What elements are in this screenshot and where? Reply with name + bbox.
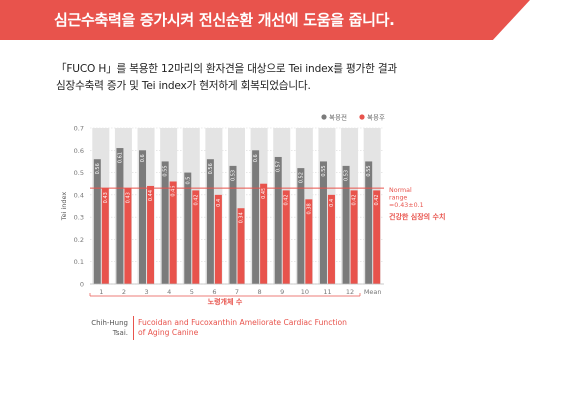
bar-after xyxy=(350,190,358,284)
y-tick-label: 0.2 xyxy=(74,236,84,244)
bar-after xyxy=(237,208,245,284)
healthy-heart-annotation: 건강한 심장의 수치 xyxy=(389,212,445,221)
bar-after xyxy=(214,194,222,284)
y-axis-title: Tei index xyxy=(60,192,68,222)
data-label-before: 0.56 xyxy=(208,163,214,174)
bar-after xyxy=(192,190,200,284)
x-tick-label: 8 xyxy=(258,288,262,296)
bar-before xyxy=(139,150,147,284)
x-tick-label: 12 xyxy=(346,288,354,296)
bar-after xyxy=(101,188,109,284)
y-tick-label: 0 xyxy=(80,281,84,289)
bar-before xyxy=(184,172,192,284)
x-tick-label: Mean xyxy=(364,288,382,296)
legend-label-after: 복용후 xyxy=(367,114,385,122)
data-label-before: 0.55 xyxy=(321,165,327,176)
x-tick-label: 1 xyxy=(99,288,103,296)
data-label-before: 0.6 xyxy=(253,154,259,162)
y-tick-label: 0.4 xyxy=(74,191,84,199)
data-label-after: 0.46 xyxy=(171,185,177,196)
normal-range-label: range xyxy=(389,195,407,202)
citation-title: Fucoidan and Fucoxanthin Ameliorate Card… xyxy=(138,318,347,338)
data-label-before: 0.53 xyxy=(344,170,350,181)
x-axis-title: 노령개체 수 xyxy=(208,297,243,306)
data-label-before: 0.55 xyxy=(163,165,169,176)
bar-after xyxy=(282,190,290,284)
legend-swatch-before xyxy=(321,114,327,120)
x-tick-label: 3 xyxy=(144,288,148,296)
x-tick-label: 7 xyxy=(235,288,239,296)
bar-after xyxy=(305,199,313,284)
bar-before xyxy=(252,150,260,284)
bar-before xyxy=(161,161,169,284)
citation-title-line-2: of Aging Canine xyxy=(138,328,199,337)
bar-before xyxy=(93,159,101,284)
bar-before xyxy=(365,161,373,284)
data-label-after: 0.4 xyxy=(216,199,222,207)
data-label-before: 0.53 xyxy=(231,170,237,181)
intro-text: 「FUCO H」를 복용한 12마리의 환자견을 대상으로 Tei index를… xyxy=(56,61,397,95)
bar-before xyxy=(229,165,237,284)
bar-after xyxy=(147,185,155,284)
citation-author: Chih-Hung Tsai. xyxy=(88,318,128,338)
data-label-after: 0.42 xyxy=(284,194,290,205)
data-label-after: 0.42 xyxy=(352,194,358,205)
y-tick-label: 0.6 xyxy=(74,147,84,155)
data-label-after: 0.43 xyxy=(125,192,131,203)
bar-before xyxy=(319,161,327,284)
bar-before xyxy=(116,148,124,284)
banner-title: 심근수축력을 증가시켜 전신순환 개선에 도움을 줍니다. xyxy=(54,11,395,29)
data-label-before: 0.5 xyxy=(185,177,191,185)
data-label-before: 0.55 xyxy=(366,165,372,176)
x-tick-label: 9 xyxy=(280,288,284,296)
x-tick-label: 4 xyxy=(167,288,171,296)
y-tick-label: 0.1 xyxy=(74,258,84,266)
x-tick-label: 2 xyxy=(122,288,126,296)
normal-range-label: Normal xyxy=(389,187,412,194)
bar-before xyxy=(297,168,305,284)
x-tick-label: 5 xyxy=(190,288,194,296)
normal-range-label: =0.43±0.1 xyxy=(389,202,424,209)
data-label-after: 0.43 xyxy=(103,192,109,203)
y-tick-label: 0.3 xyxy=(74,214,84,222)
y-tick-label: 0.5 xyxy=(74,169,84,177)
data-label-after: 0.42 xyxy=(193,194,199,205)
y-tick-label: 0.7 xyxy=(74,125,84,133)
bar-after xyxy=(373,190,381,284)
bar-after xyxy=(169,181,177,284)
data-label-after: 0.42 xyxy=(374,194,380,205)
bar-before xyxy=(274,156,282,284)
data-label-after: 0.38 xyxy=(306,203,312,214)
bar-after xyxy=(260,183,268,284)
data-label-after: 0.4 xyxy=(329,199,335,207)
data-label-before: 0.61 xyxy=(117,152,123,163)
data-label-before: 0.52 xyxy=(298,172,304,183)
x-tick-label: 10 xyxy=(301,288,309,296)
citation-divider xyxy=(133,316,134,340)
x-tick-label: 11 xyxy=(323,288,331,296)
legend-swatch-after xyxy=(359,114,365,120)
data-label-after: 0.34 xyxy=(239,212,245,223)
data-label-before: 0.6 xyxy=(140,154,146,162)
intro-line-2: 심장수축력 증가 및 Tei index가 현저하게 회복되었습니다. xyxy=(56,80,311,92)
bar-after xyxy=(124,188,132,284)
data-label-after: 0.45 xyxy=(261,188,267,199)
citation-title-line-1: Fucoidan and Fucoxanthin Ameliorate Card… xyxy=(138,318,347,327)
intro-line-1: 「FUCO H」를 복용한 12마리의 환자견을 대상으로 Tei index를… xyxy=(56,63,397,75)
data-label-before: 0.56 xyxy=(95,163,101,174)
citation-author-line-2: Tsai. xyxy=(112,329,128,337)
data-label-before: 0.57 xyxy=(276,161,282,172)
bar-before xyxy=(206,159,214,284)
bar-after xyxy=(327,194,335,284)
bar-before xyxy=(342,165,350,284)
citation-author-line-1: Chih-Hung xyxy=(91,319,128,327)
x-tick-label: 6 xyxy=(212,288,216,296)
title-banner xyxy=(0,0,530,40)
data-label-after: 0.44 xyxy=(148,190,154,201)
legend-label-before: 복용전 xyxy=(329,113,347,122)
